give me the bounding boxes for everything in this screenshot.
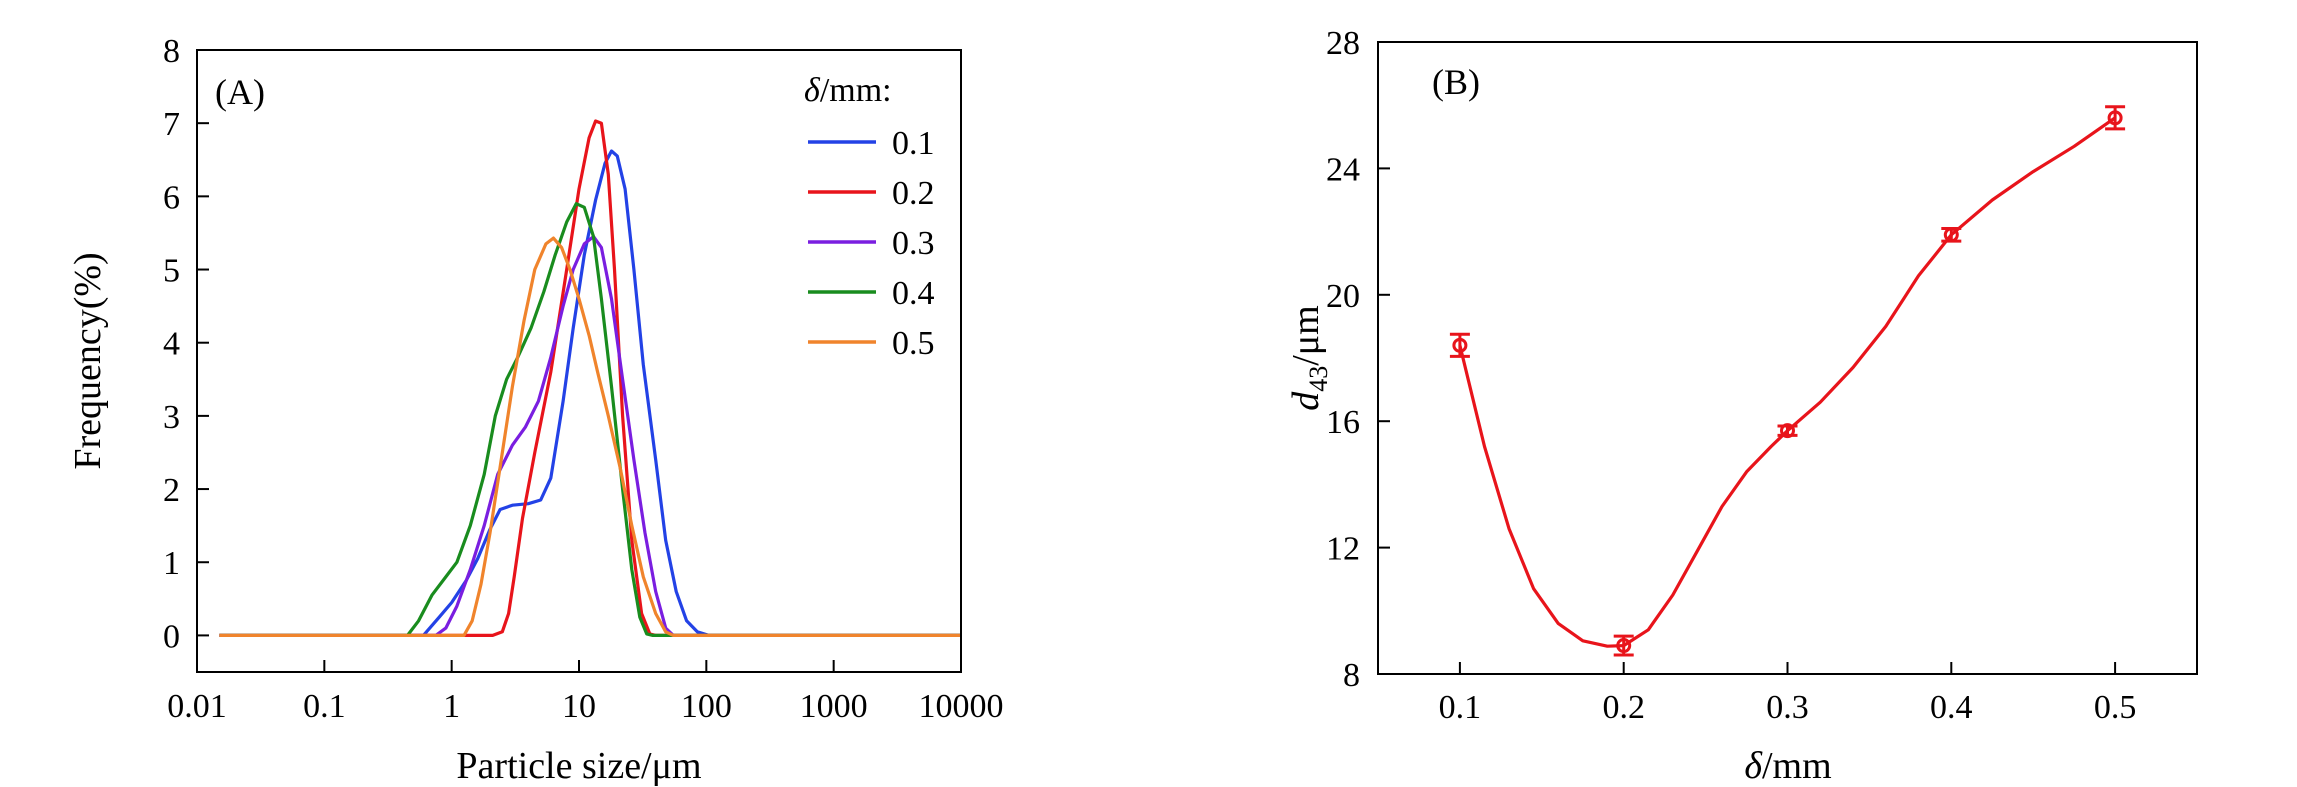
legend-label-0.4: 0.4 xyxy=(892,275,935,312)
series-line-0.4 xyxy=(219,202,961,637)
y-tick-label: 0 xyxy=(163,618,180,655)
y-tick-label: 2 xyxy=(163,472,180,509)
series-line-0.3 xyxy=(219,235,961,637)
series-line-0.2 xyxy=(219,119,961,637)
panel-b-frame xyxy=(1377,41,2198,675)
data-point xyxy=(2105,105,2126,131)
fit-curve xyxy=(1458,116,2117,648)
panel-b-label: (B) xyxy=(1432,62,1480,102)
y-tick-label: 28 xyxy=(1326,25,1360,62)
y-tick-label: 24 xyxy=(1326,151,1360,188)
x-tick-label: 1 xyxy=(443,688,460,725)
x-tick-label: 1000 xyxy=(800,688,868,725)
y-tick-label: 8 xyxy=(1343,657,1360,694)
x-tick-label: 100 xyxy=(681,688,732,725)
x-tick-label: 0.1 xyxy=(1439,689,1482,726)
data-marker xyxy=(1780,423,1795,439)
y-tick-label: 12 xyxy=(1326,531,1360,568)
legend-title: δ/mm: xyxy=(804,72,892,109)
data-point xyxy=(1449,332,1470,358)
data-point xyxy=(1777,423,1798,439)
x-tick-label: 0.1 xyxy=(303,688,346,725)
panel-b-x-axis-title: δ/mm xyxy=(1744,745,1831,787)
data-marker xyxy=(2107,110,2123,126)
legend-items: 0.1 0.2 0.3 0.4 0.5 xyxy=(808,125,935,362)
panel-a-legend: δ/mm: 0.1 0.2 0.3 0.4 0.5 xyxy=(804,72,935,362)
legend-label-0.3: 0.3 xyxy=(892,225,935,262)
data-point xyxy=(1613,634,1634,657)
x-tick-label: 10000 xyxy=(919,688,1004,725)
data-marker xyxy=(1943,227,1959,243)
legend-label-0.2: 0.2 xyxy=(892,175,935,212)
y-tick-label: 5 xyxy=(163,253,180,290)
panel-a-plot-lines xyxy=(219,119,961,637)
y-tick-label: 8 xyxy=(163,33,180,70)
chart-panel-a: 0.01 0.1 1 10 100 1000 10000 0 1 2 3 4 5 6 7 8 (A) Par… xyxy=(67,33,1004,787)
panel-a-label: (A) xyxy=(215,72,265,112)
panel-b-y-axis-title: d43/μm xyxy=(1285,305,1333,411)
y-tick-label: 6 xyxy=(163,179,180,216)
panel-a-x-axis-title: Particle size/μm xyxy=(456,745,701,787)
series-line-0.1 xyxy=(219,149,961,637)
y-tick-label: 3 xyxy=(163,399,180,436)
y-tick-label: 4 xyxy=(163,326,180,363)
x-tick-label: 0.01 xyxy=(167,688,227,725)
x-tick-label: 0.2 xyxy=(1602,689,1645,726)
data-marker xyxy=(1452,337,1468,353)
x-tick-label: 0.5 xyxy=(2094,689,2137,726)
y-tick-label: 1 xyxy=(163,545,180,582)
y-tick-label: 16 xyxy=(1326,404,1360,441)
panel-a-y-ticks: 0 1 2 3 4 5 6 7 8 xyxy=(163,33,209,655)
x-tick-label: 10 xyxy=(562,688,596,725)
x-tick-label: 0.3 xyxy=(1766,689,1809,726)
data-point xyxy=(1941,226,1962,243)
panel-b-plot xyxy=(1449,105,2126,657)
chart-panel-b: 0.1 0.2 0.3 0.4 0.5 8 12 16 20 24 28 (B) δ/mm d43… xyxy=(1285,25,2198,787)
y-tick-label: 7 xyxy=(163,106,180,143)
series-line-0.5 xyxy=(219,236,961,637)
y-tick-label: 20 xyxy=(1326,278,1360,315)
panel-a-x-ticks: 0.01 0.1 1 10 100 1000 10000 xyxy=(167,660,1004,725)
panel-b-y-ticks: 8 12 16 20 24 28 xyxy=(1326,25,1390,694)
panel-a-y-axis-title: Frequency(%) xyxy=(67,252,109,469)
panel-b-x-ticks: 0.1 0.2 0.3 0.4 0.5 xyxy=(1439,662,2137,726)
x-tick-label: 0.4 xyxy=(1930,689,1973,726)
legend-label-0.1: 0.1 xyxy=(892,125,935,162)
legend-label-0.5: 0.5 xyxy=(892,325,935,362)
data-marker xyxy=(1616,638,1632,654)
